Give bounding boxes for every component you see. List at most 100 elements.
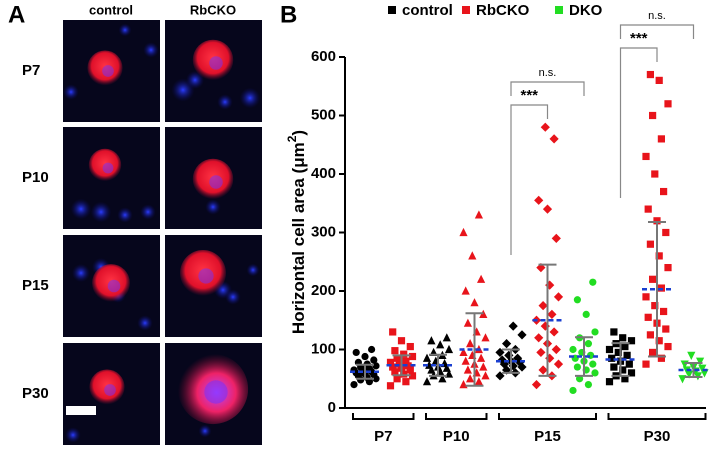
significance-bracket bbox=[510, 104, 549, 255]
data-point bbox=[397, 337, 406, 345]
significance-bracket bbox=[619, 47, 658, 198]
data-point bbox=[627, 337, 636, 345]
group-bracket bbox=[498, 413, 597, 420]
data-point bbox=[651, 302, 659, 310]
data-point bbox=[442, 333, 451, 342]
data-point bbox=[422, 377, 432, 386]
y-axis-label-sup: 2 bbox=[285, 135, 299, 142]
panel-label: A bbox=[8, 1, 25, 28]
data-point bbox=[582, 310, 590, 318]
data-point bbox=[459, 380, 468, 389]
data-point bbox=[389, 363, 397, 371]
y-tick-label: 100 bbox=[311, 340, 336, 357]
panel-label: B bbox=[280, 1, 297, 28]
nucleus bbox=[137, 315, 153, 331]
data-point bbox=[696, 357, 705, 366]
data-point bbox=[608, 354, 616, 362]
group-label: P15 bbox=[534, 428, 561, 445]
data-point bbox=[662, 228, 670, 237]
data-point bbox=[551, 233, 561, 243]
nucleus bbox=[225, 289, 241, 305]
legend-label: RbCKO bbox=[476, 2, 530, 19]
data-point bbox=[444, 344, 454, 354]
data-point bbox=[538, 365, 548, 375]
data-point bbox=[551, 344, 561, 355]
cell-nucleus bbox=[204, 380, 228, 404]
panel-b: B 0 100 200 300 400 500 600 Horizontal cell area… bbox=[280, 1, 709, 445]
group-label: P10 bbox=[443, 428, 470, 445]
group-label: P30 bbox=[644, 428, 671, 445]
data-point bbox=[649, 348, 657, 357]
data-point bbox=[573, 363, 582, 371]
data-point bbox=[573, 296, 582, 304]
data-point bbox=[422, 353, 432, 362]
data-point bbox=[538, 301, 548, 311]
data-point bbox=[370, 356, 378, 364]
cell-nucleus bbox=[104, 384, 116, 396]
nucleus bbox=[118, 23, 132, 37]
data-point bbox=[402, 357, 410, 365]
y-tick-label: 200 bbox=[311, 282, 336, 299]
data-point bbox=[427, 365, 436, 374]
data-point bbox=[536, 347, 546, 358]
data-point bbox=[517, 330, 527, 340]
nucleus bbox=[143, 42, 159, 58]
row-label: P30 bbox=[22, 385, 49, 402]
nucleus bbox=[70, 198, 92, 220]
data-point bbox=[536, 263, 546, 273]
data-point bbox=[461, 356, 470, 365]
data-point bbox=[610, 328, 618, 336]
data-point bbox=[605, 378, 614, 386]
data-point bbox=[627, 369, 636, 377]
data-point bbox=[350, 381, 358, 389]
y-tick-label: 300 bbox=[311, 223, 336, 240]
data-point bbox=[497, 355, 507, 365]
data-point bbox=[406, 342, 414, 351]
data-point bbox=[549, 134, 559, 144]
data-point bbox=[549, 327, 559, 337]
data-point bbox=[642, 360, 650, 368]
data-point bbox=[664, 342, 672, 351]
data-point bbox=[649, 111, 657, 120]
row-label: P15 bbox=[22, 277, 49, 294]
data-point bbox=[655, 76, 663, 84]
data-point bbox=[391, 347, 399, 355]
y-tick-label: 500 bbox=[311, 106, 336, 123]
data-point bbox=[368, 345, 376, 354]
data-point bbox=[459, 347, 468, 357]
scale-bar bbox=[66, 406, 96, 415]
data-point bbox=[400, 370, 408, 378]
y-tick-label: 0 bbox=[328, 399, 336, 416]
data-point bbox=[545, 280, 555, 290]
group-label: P7 bbox=[374, 428, 392, 445]
data-point bbox=[481, 333, 490, 342]
significance-label: n.s. bbox=[648, 10, 666, 22]
data-point bbox=[625, 360, 633, 368]
data-point bbox=[657, 354, 665, 362]
data-point bbox=[589, 360, 597, 368]
column-label: control bbox=[89, 2, 133, 17]
legend-marker bbox=[388, 6, 396, 14]
data-point bbox=[404, 362, 412, 370]
data-point bbox=[427, 336, 436, 345]
row-label: P7 bbox=[22, 62, 40, 79]
data-point bbox=[642, 152, 650, 161]
nucleus bbox=[246, 263, 260, 277]
data-point bbox=[664, 264, 672, 272]
data-point bbox=[553, 359, 564, 369]
significance-label: n.s. bbox=[539, 67, 557, 79]
data-point bbox=[610, 363, 618, 371]
data-point bbox=[408, 352, 417, 361]
y-axis-label: Horizontal cell area (μm2) bbox=[285, 130, 308, 334]
data-point bbox=[508, 321, 518, 331]
data-point bbox=[642, 293, 650, 301]
data-point bbox=[621, 342, 629, 351]
data-point bbox=[481, 371, 490, 380]
data-point bbox=[687, 351, 696, 360]
data-point bbox=[655, 337, 663, 345]
row-label: P10 bbox=[22, 169, 49, 186]
data-point bbox=[545, 353, 555, 363]
data-point bbox=[466, 374, 475, 383]
data-point bbox=[644, 205, 652, 213]
data-point bbox=[534, 333, 544, 343]
